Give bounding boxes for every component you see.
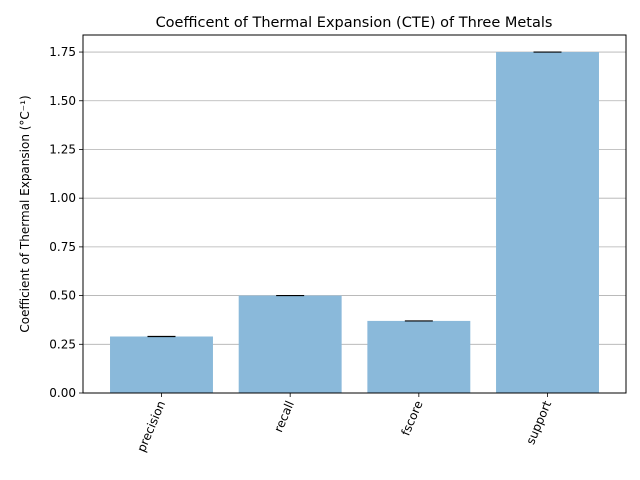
y-tick-label: 0.25 [49,337,76,351]
y-axis-ticks: 0.00 0.25 0.50 0.75 1.00 1.25 1.50 1.75 [49,45,83,400]
bars [110,52,599,394]
y-tick-label: 1.75 [49,45,76,59]
plot-frame [82,34,627,394]
y-tick-label: 1.00 [49,191,76,205]
bar-fscore [367,320,471,393]
error-bars [147,51,562,338]
y-tick-label: 1.25 [49,142,76,156]
bar-precision [110,336,213,393]
y-tick-label: 0.50 [49,289,76,303]
x-axis-ticks: precision recall fscore support [134,393,554,454]
x-tick-label: support [523,398,554,446]
chart-title: Coefficent of Thermal Expansion (CTE) of… [156,15,553,31]
y-tick-label: 0.00 [49,386,76,400]
y-tick-label: 0.75 [49,240,76,254]
x-tick-label: recall [271,399,297,435]
bar-support [496,52,599,394]
y-tick-label: 1.50 [49,94,76,108]
x-tick-label: precision [134,399,168,454]
x-tick-label: fscore [398,399,425,438]
bar-recall [238,295,342,393]
y-axis-label: Coefficient of Thermal Expansion (°C⁻¹) [18,95,32,332]
